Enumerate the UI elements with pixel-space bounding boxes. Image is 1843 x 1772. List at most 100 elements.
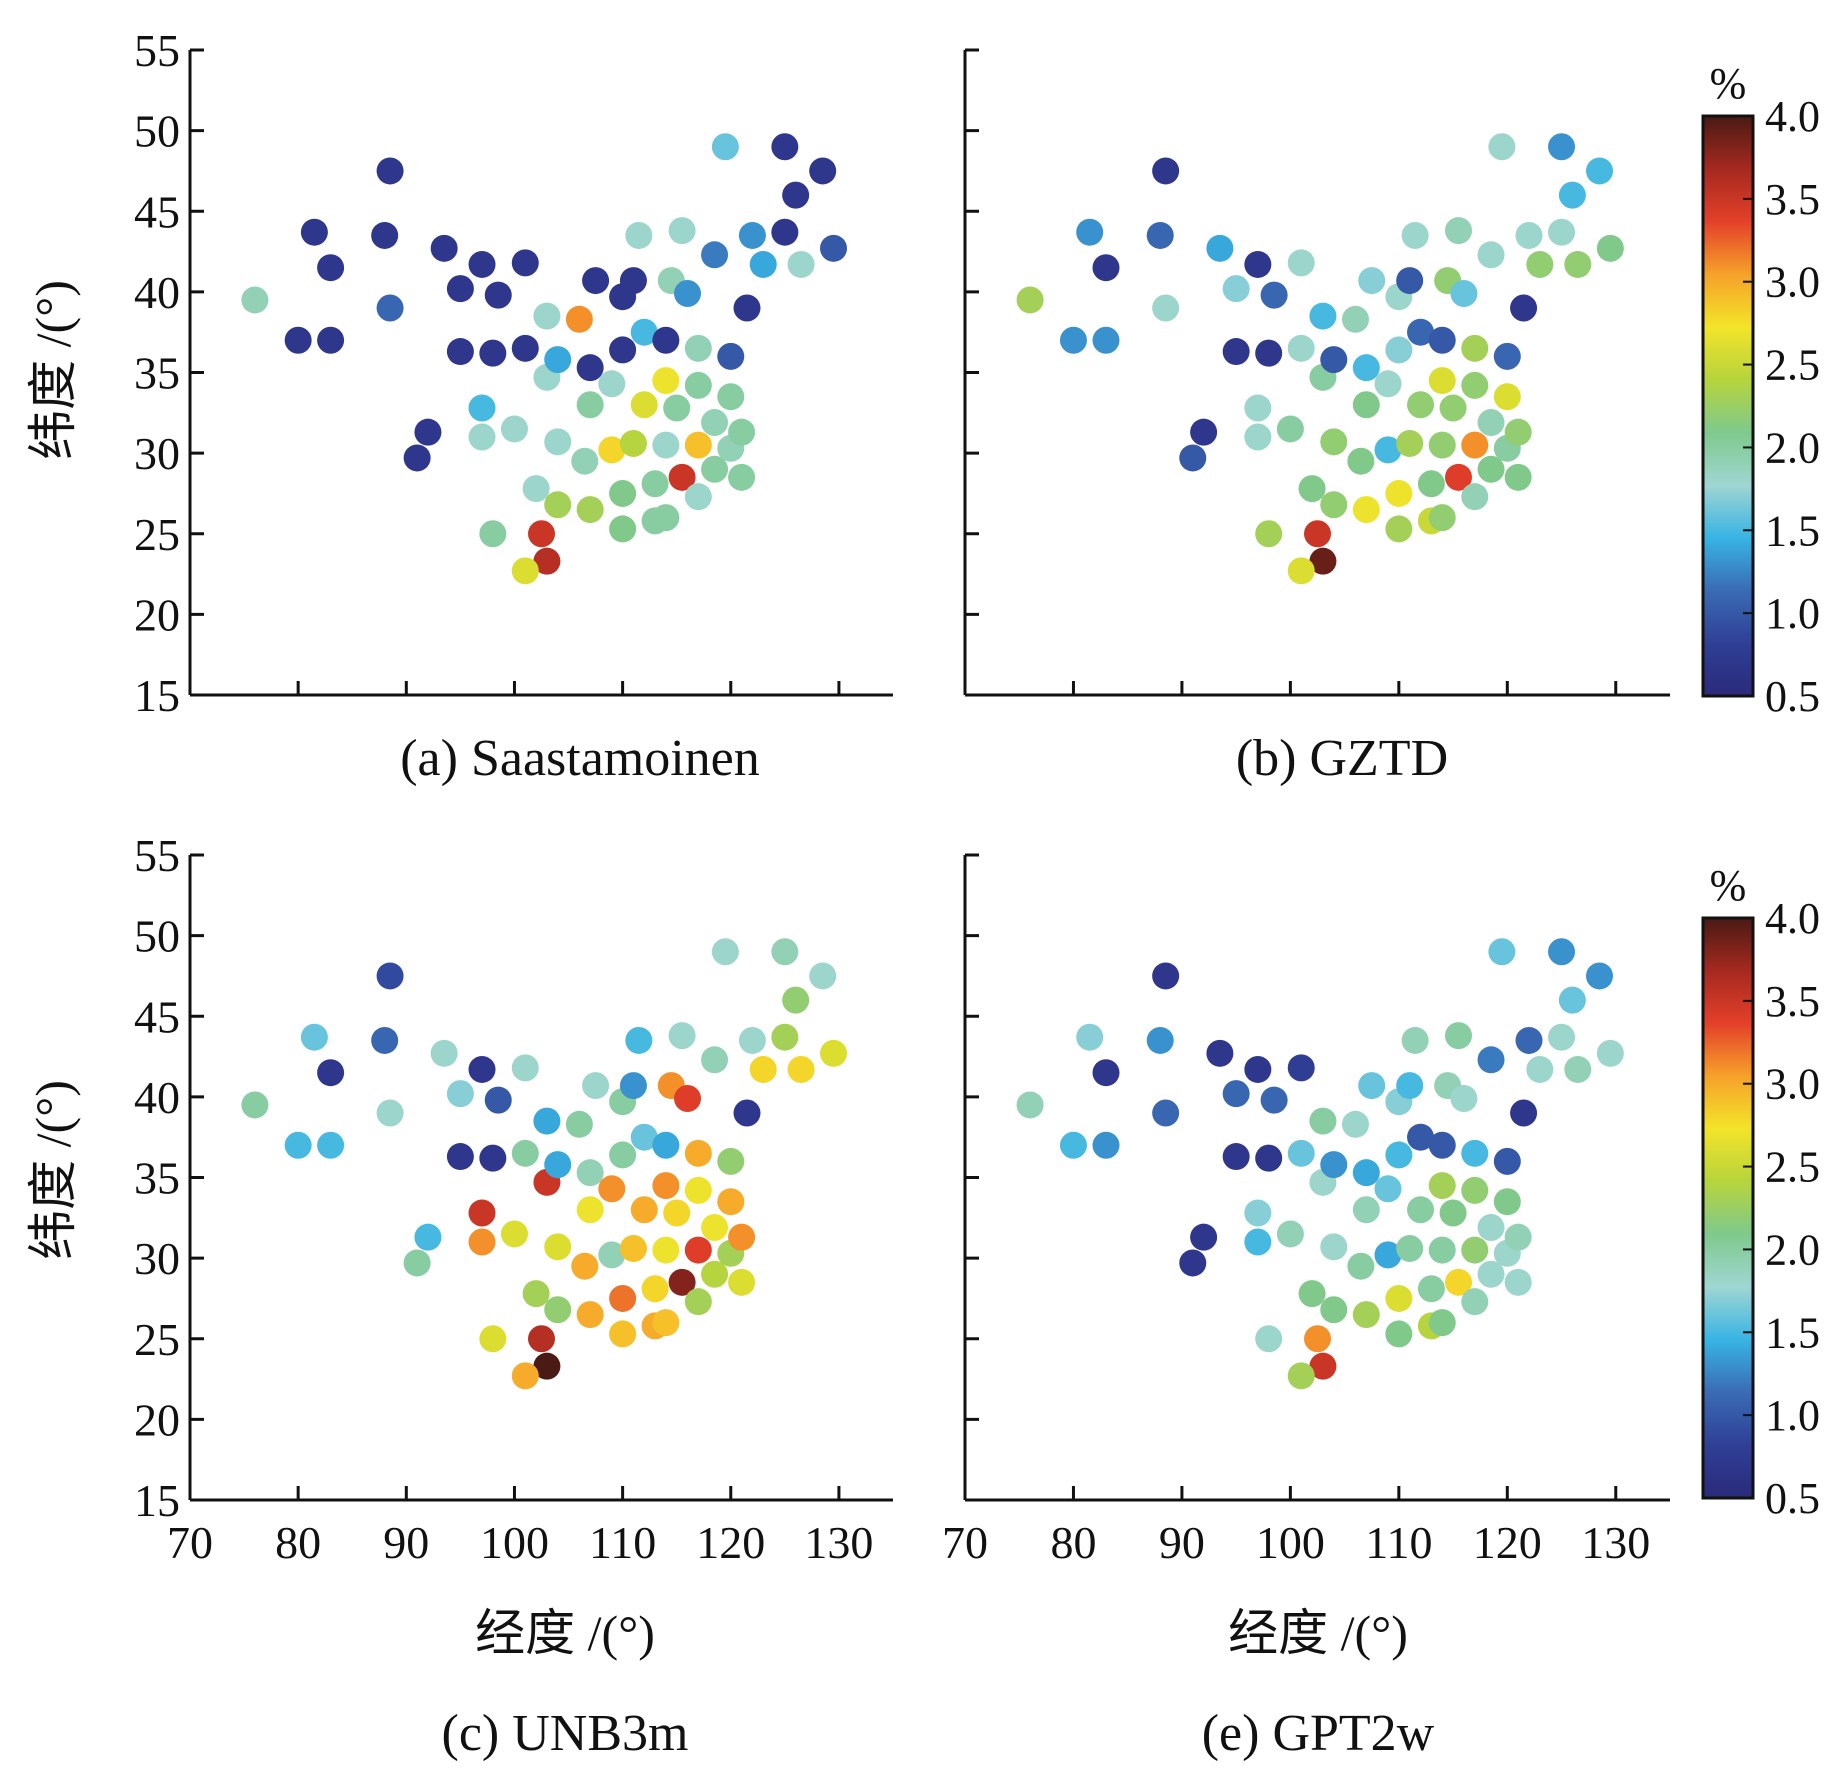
data-point bbox=[1309, 1352, 1337, 1380]
data-point bbox=[1401, 1026, 1429, 1054]
x-tick-label: 130 bbox=[804, 1517, 873, 1568]
data-point bbox=[598, 436, 626, 464]
x-tick-label: 120 bbox=[696, 1517, 765, 1568]
data-point bbox=[1493, 383, 1521, 411]
data-point bbox=[728, 1268, 756, 1296]
y-tick-label: 40 bbox=[134, 267, 180, 318]
data-point bbox=[1396, 1234, 1424, 1262]
data-point bbox=[820, 1039, 848, 1067]
data-point bbox=[1504, 418, 1532, 446]
data-point bbox=[652, 504, 680, 532]
data-point bbox=[684, 1176, 712, 1204]
data-point bbox=[376, 962, 404, 990]
data-point bbox=[1244, 423, 1272, 451]
colorbar-unit: % bbox=[1710, 59, 1747, 108]
data-point bbox=[241, 1091, 269, 1119]
data-point bbox=[1428, 367, 1456, 395]
data-point bbox=[1477, 1213, 1505, 1241]
data-point bbox=[1461, 1288, 1489, 1316]
data-point bbox=[674, 279, 702, 307]
data-point bbox=[701, 1213, 729, 1241]
data-point bbox=[1385, 1320, 1413, 1348]
data-point bbox=[533, 302, 561, 330]
axes-e: 70 80 90 100 110 120 130 bbox=[942, 853, 1670, 1568]
colorbar-label: 4.0 bbox=[1765, 92, 1820, 141]
data-point bbox=[1092, 326, 1120, 354]
data-point bbox=[1276, 1220, 1304, 1248]
colorbar-gradient bbox=[1701, 916, 1755, 1500]
data-point bbox=[733, 294, 761, 322]
data-point bbox=[1385, 515, 1413, 543]
data-point bbox=[500, 415, 528, 443]
y-tick-label: 25 bbox=[134, 509, 180, 560]
data-point bbox=[1477, 455, 1505, 483]
data-point bbox=[598, 1175, 626, 1203]
data-point bbox=[787, 1055, 815, 1083]
data-point bbox=[1179, 1249, 1207, 1277]
data-point bbox=[544, 491, 572, 519]
data-point bbox=[1190, 1223, 1218, 1251]
data-point bbox=[1374, 436, 1402, 464]
panel-title-a: (a) Saastamoinen bbox=[400, 730, 760, 787]
data-point bbox=[749, 1055, 777, 1083]
data-point bbox=[1396, 429, 1424, 457]
data-point bbox=[728, 463, 756, 491]
data-point bbox=[625, 221, 653, 249]
data-point bbox=[468, 250, 496, 278]
colorbar-unit: % bbox=[1710, 861, 1747, 910]
data-point bbox=[1152, 157, 1180, 185]
data-point bbox=[1374, 370, 1402, 398]
data-point bbox=[414, 1223, 442, 1251]
data-point bbox=[1059, 1131, 1087, 1159]
data-point bbox=[528, 1325, 555, 1353]
data-point bbox=[1564, 1055, 1592, 1083]
data-point bbox=[701, 241, 729, 269]
data-point bbox=[1445, 217, 1472, 245]
colorbar-label: 0.5 bbox=[1765, 672, 1820, 721]
data-point bbox=[1146, 221, 1174, 249]
data-point bbox=[663, 394, 691, 422]
data-point bbox=[733, 1099, 761, 1127]
data-point bbox=[544, 1296, 572, 1324]
data-point bbox=[1586, 157, 1613, 185]
data-point bbox=[446, 1080, 474, 1108]
data-point bbox=[1255, 339, 1283, 367]
data-point bbox=[1092, 1059, 1120, 1087]
colorbar-label: 3.0 bbox=[1765, 1060, 1820, 1109]
data-point bbox=[684, 1288, 712, 1316]
data-point bbox=[1515, 1026, 1543, 1054]
data-point bbox=[414, 418, 442, 446]
data-point bbox=[684, 483, 712, 511]
x-tick-label: 80 bbox=[275, 1517, 321, 1568]
data-point bbox=[809, 157, 837, 185]
data-point bbox=[609, 1284, 637, 1312]
data-point bbox=[479, 1325, 507, 1353]
colorbar-label: 1.0 bbox=[1765, 1391, 1820, 1440]
data-point bbox=[1526, 250, 1554, 278]
y-tick-label: 30 bbox=[134, 428, 180, 479]
data-point bbox=[1152, 1099, 1180, 1127]
data-point bbox=[717, 1188, 745, 1216]
data-point bbox=[511, 557, 539, 585]
data-point bbox=[484, 1086, 512, 1114]
data-point bbox=[544, 346, 572, 374]
data-point bbox=[376, 294, 404, 322]
data-point bbox=[1152, 294, 1180, 322]
y-tick-label: 15 bbox=[134, 670, 180, 721]
data-point bbox=[771, 1023, 799, 1051]
data-point bbox=[652, 1172, 680, 1200]
data-point bbox=[1244, 1055, 1272, 1083]
data-point bbox=[711, 938, 739, 966]
data-point bbox=[1016, 1091, 1044, 1119]
data-point bbox=[576, 496, 604, 524]
data-point bbox=[1347, 1252, 1375, 1280]
colorbar-top: % 4.0 3.5 3.0 2.5 2.0 1.5 1.0 0.5 bbox=[1701, 59, 1820, 721]
data-point bbox=[1493, 1188, 1521, 1216]
data-point bbox=[619, 1234, 647, 1262]
data-point bbox=[1385, 479, 1413, 507]
y-tick-label: 45 bbox=[134, 991, 180, 1042]
data-point bbox=[1309, 302, 1337, 330]
data-point bbox=[1206, 234, 1234, 262]
data-point bbox=[630, 1196, 658, 1224]
